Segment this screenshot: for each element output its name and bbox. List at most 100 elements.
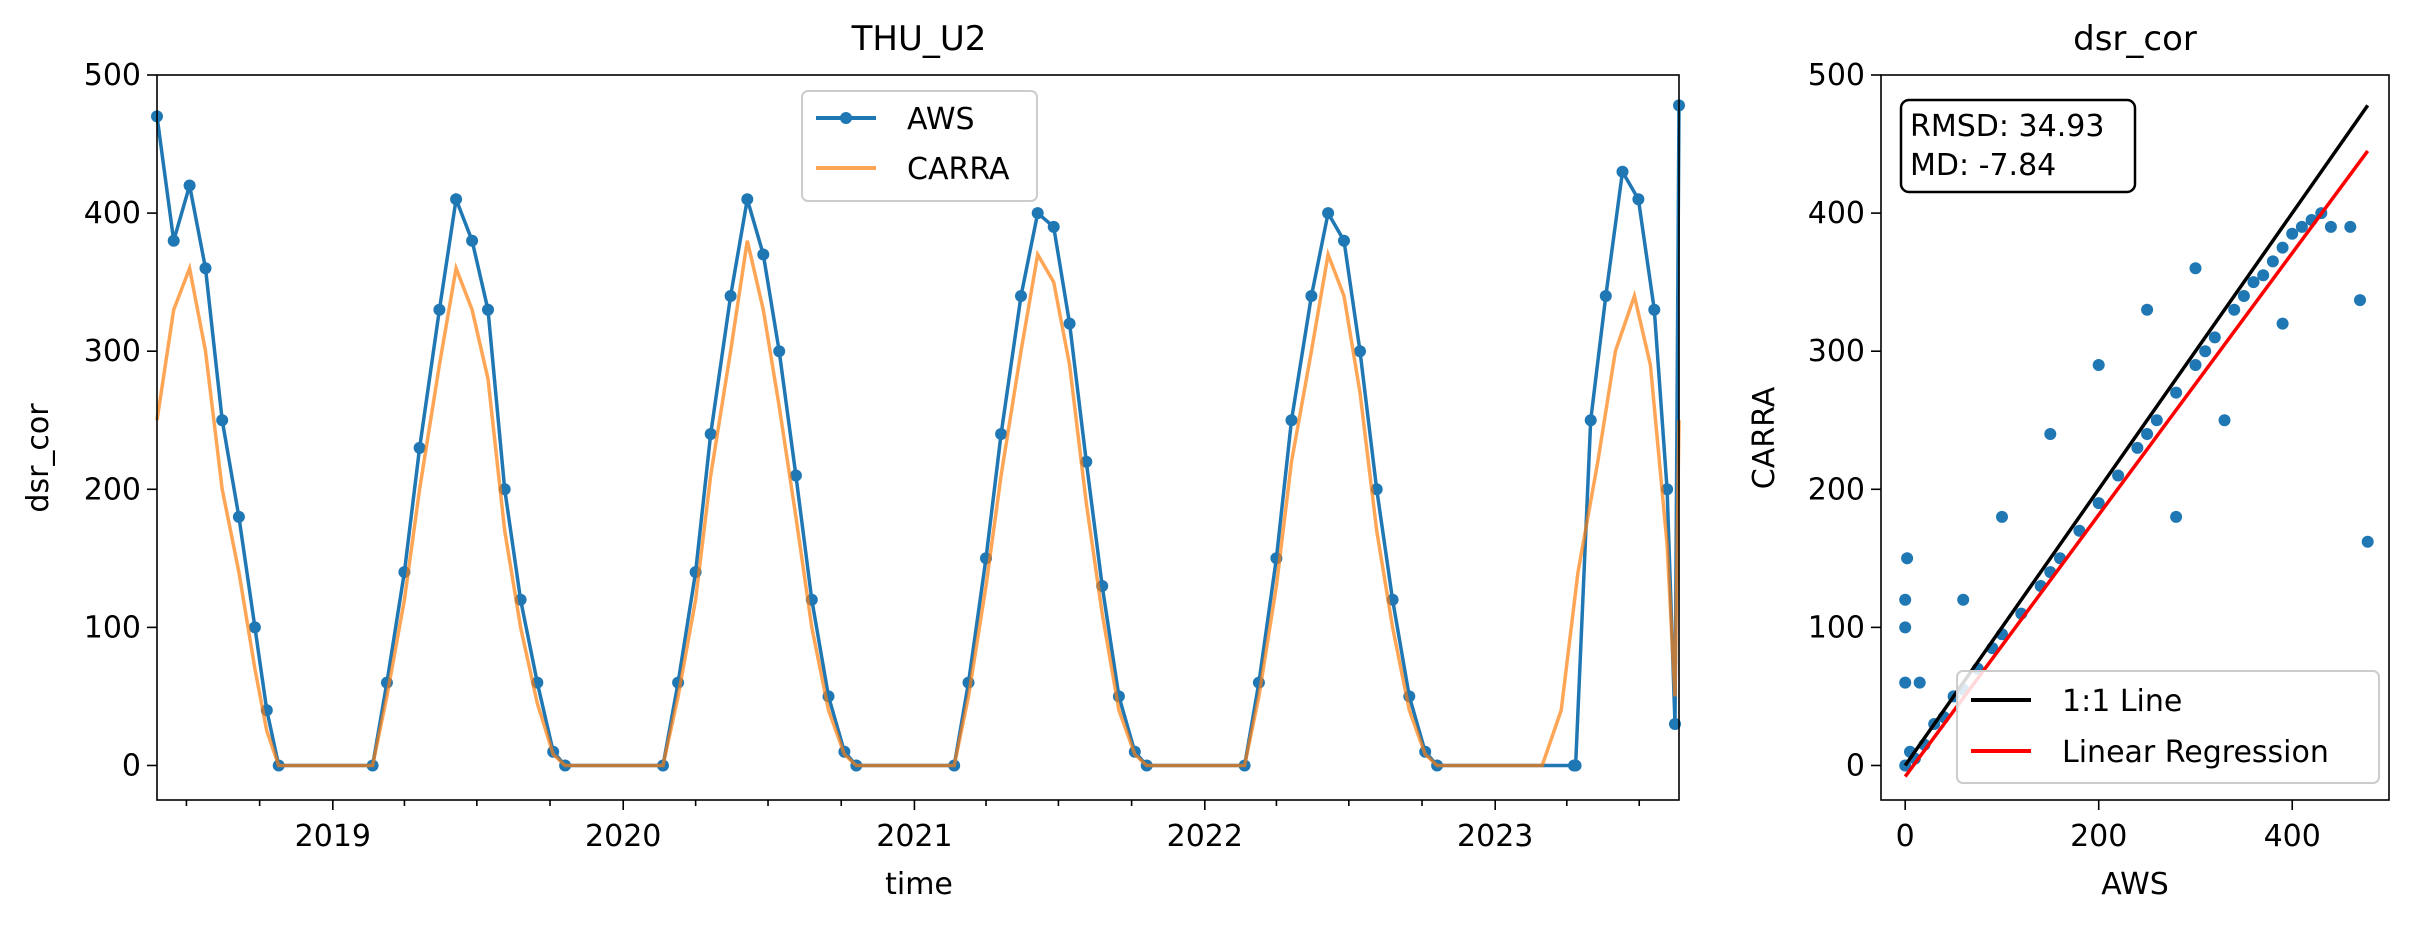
y-tick-label: 100 bbox=[1808, 610, 1865, 645]
scatter-legend-box bbox=[1956, 670, 2380, 784]
aws-data-point bbox=[1047, 220, 1060, 233]
timeseries-frame bbox=[156, 74, 1680, 801]
scatter-point bbox=[2208, 331, 2221, 344]
aws-data-point bbox=[199, 262, 212, 275]
scatter-point bbox=[2344, 220, 2357, 233]
aws-data-point bbox=[1322, 207, 1335, 220]
scatter-point bbox=[1899, 676, 1912, 689]
y-tick-label: 200 bbox=[84, 472, 141, 507]
scatter-point bbox=[2199, 345, 2212, 358]
scatter-point bbox=[2131, 441, 2144, 454]
aws-data-point bbox=[1063, 317, 1076, 330]
aws-data-point bbox=[1669, 718, 1681, 730]
aws-data-point bbox=[741, 193, 754, 206]
scatter-x-axis: 0 200 400 bbox=[1896, 800, 2321, 854]
scatter-point bbox=[2276, 241, 2289, 254]
one-to-one-line bbox=[1903, 104, 2370, 767]
scatter-point bbox=[2266, 255, 2279, 268]
y-tick-label: 300 bbox=[84, 334, 141, 369]
aws-data-point bbox=[183, 179, 196, 192]
legend-aws-marker bbox=[840, 112, 852, 124]
aws-data-point bbox=[232, 510, 245, 523]
aws-data-point bbox=[167, 234, 180, 247]
timeseries-legend: AWS CARRA bbox=[801, 90, 1038, 202]
aws-series-line bbox=[155, 105, 1681, 768]
legend-carra-label: CARRA bbox=[907, 152, 1010, 187]
timeseries-y-axis-label: dsr_cor bbox=[21, 403, 56, 513]
carra-series-line bbox=[155, 240, 1681, 768]
y-tick-label: 500 bbox=[1808, 58, 1865, 93]
aws-data-point bbox=[1661, 483, 1674, 496]
timeseries-x-axis: 2019 2020 2021 2022 2023 bbox=[185, 800, 1641, 854]
aws-data-point bbox=[1031, 207, 1044, 220]
aws-data-point bbox=[757, 248, 770, 261]
aws-data-point bbox=[1015, 290, 1027, 302]
scatter-point bbox=[1957, 593, 1970, 606]
aws-data-point bbox=[704, 428, 717, 440]
legend-aws-label: AWS bbox=[907, 102, 975, 137]
scatter-point bbox=[2141, 303, 2154, 316]
scatter-point bbox=[2286, 227, 2299, 240]
scatter-legend: 1:1 Line Linear Regression bbox=[1956, 670, 2380, 784]
scatter-point bbox=[2218, 414, 2231, 427]
scatter-frame bbox=[1880, 74, 2390, 801]
y-tick-label: 300 bbox=[1808, 334, 1865, 369]
timeseries-plot-area bbox=[151, 99, 1685, 772]
x-tick-label: 2021 bbox=[876, 819, 952, 854]
aws-data-point bbox=[724, 290, 737, 302]
aws-data-point bbox=[1285, 414, 1298, 427]
stats-annotation-box bbox=[1899, 98, 2137, 194]
scatter-point bbox=[2044, 428, 2057, 440]
aws-data-point bbox=[1354, 345, 1366, 358]
scatter-point bbox=[1901, 552, 1914, 565]
aws-data-point bbox=[433, 303, 446, 316]
y-tick-label: 500 bbox=[84, 58, 141, 93]
scatter-point bbox=[2276, 317, 2289, 330]
aws-data-point bbox=[1569, 759, 1582, 772]
scatter-point bbox=[2361, 535, 2374, 548]
y-tick-label: 400 bbox=[1808, 196, 1865, 231]
scatter-title: dsr_cor bbox=[2073, 19, 2197, 59]
scatter-point bbox=[2237, 290, 2250, 302]
x-tick-label: 2022 bbox=[1167, 819, 1243, 854]
scatter-point bbox=[2257, 269, 2270, 282]
aws-data-point bbox=[450, 193, 463, 206]
scatter-y-axis: 0 100 200 300 400 500 bbox=[1808, 58, 1881, 783]
scatter-point bbox=[2150, 414, 2163, 427]
scatter-point bbox=[1899, 593, 1912, 606]
timeseries-y-axis: 0 100 200 300 400 500 bbox=[84, 58, 157, 783]
aws-data-point bbox=[1599, 290, 1612, 302]
aws-data-point bbox=[1584, 414, 1597, 427]
scatter-point bbox=[2324, 220, 2337, 233]
timeseries-x-axis-label: time bbox=[885, 867, 953, 902]
scatter-point bbox=[2295, 220, 2308, 233]
scatter-point bbox=[2189, 262, 2202, 275]
x-tick-label: 200 bbox=[2070, 819, 2127, 854]
scatter-point bbox=[1913, 676, 1926, 689]
scatter-point bbox=[2170, 386, 2183, 399]
y-tick-label: 0 bbox=[122, 748, 141, 783]
aws-data-point bbox=[773, 345, 786, 358]
scatter-point bbox=[2092, 359, 2105, 371]
x-tick-label: 0 bbox=[1896, 819, 1915, 854]
aws-data-point bbox=[1616, 165, 1629, 178]
x-tick-label: 2020 bbox=[585, 819, 661, 854]
legend-one-to-one-label: 1:1 Line bbox=[2062, 684, 2182, 719]
scatter-point bbox=[1996, 510, 2008, 523]
scatter-point bbox=[1899, 621, 1912, 634]
timeseries-title: THU_U2 bbox=[851, 19, 987, 59]
y-tick-label: 0 bbox=[1846, 748, 1865, 783]
x-tick-label: 400 bbox=[2264, 819, 2321, 854]
rmsd-text: RMSD: 34.93 bbox=[1910, 109, 2104, 144]
md-text: MD: -7.84 bbox=[1910, 148, 2056, 183]
aws-data-point bbox=[216, 414, 229, 427]
scatter-point bbox=[2170, 510, 2183, 523]
scatter-point bbox=[2073, 524, 2086, 537]
aws-data-point bbox=[1648, 303, 1661, 316]
aws-data-point bbox=[1632, 193, 1645, 206]
scatter-point bbox=[2228, 303, 2241, 316]
aws-data-point bbox=[482, 303, 494, 316]
aws-data-point bbox=[995, 428, 1008, 440]
scatter-point bbox=[2189, 359, 2202, 371]
